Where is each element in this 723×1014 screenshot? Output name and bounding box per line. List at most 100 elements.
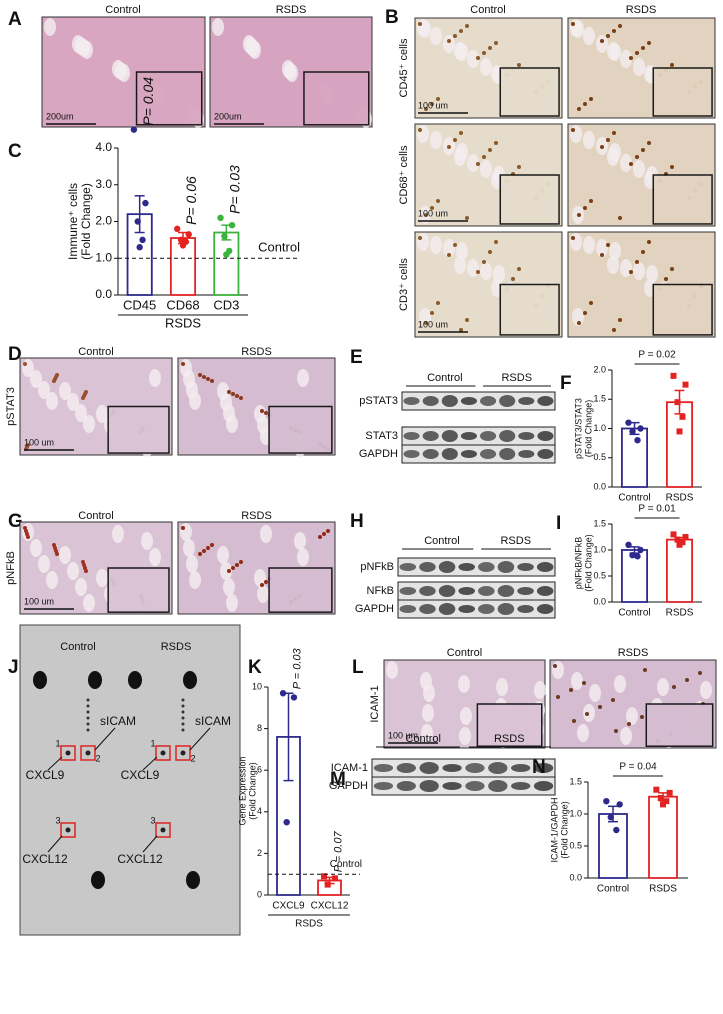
y-tick-label: 2.0 (95, 214, 112, 228)
stain-spot (571, 22, 575, 26)
crypt (496, 678, 508, 696)
blot-band (458, 563, 475, 571)
blot-band (373, 782, 394, 790)
crypt (456, 43, 468, 61)
blot-band (460, 397, 477, 405)
stain-spot (606, 34, 610, 38)
stain-spot (569, 688, 573, 692)
band-label: GAPDH (329, 780, 368, 792)
blot-band (419, 780, 439, 792)
p-value: P= 0.03 (227, 165, 243, 214)
data-point (179, 242, 187, 249)
blot-band (511, 764, 531, 772)
band-label: GAPDH (359, 448, 398, 460)
blot-band (399, 587, 417, 595)
blot-band (478, 562, 495, 572)
stain-spot (424, 107, 428, 111)
stain-spot (611, 698, 615, 702)
crypt (183, 539, 195, 557)
x-tick-label: RSDS (649, 884, 677, 895)
label: Control (78, 510, 113, 522)
stain-spot (698, 671, 702, 675)
stain-spot (465, 318, 469, 322)
crypt (38, 381, 50, 399)
y-axis-label: pSTAT3/STAT3 (573, 398, 583, 459)
crypt (421, 724, 433, 742)
data-point (629, 552, 636, 559)
blot-band (465, 781, 485, 791)
crypt (189, 571, 201, 589)
stain-spot (641, 46, 645, 50)
blot-band (419, 762, 439, 774)
crypt (571, 672, 583, 690)
reference-label: Control (330, 859, 362, 870)
blot-band (537, 431, 554, 441)
stain-spot (517, 267, 521, 271)
blot-band (465, 763, 485, 773)
stain-spot (618, 318, 622, 322)
blot-band (517, 587, 534, 595)
panel-letter: A (8, 9, 22, 30)
crypt (186, 555, 198, 573)
data-point (185, 231, 192, 238)
crypt (633, 58, 645, 76)
data-point (653, 786, 660, 793)
inset (499, 67, 560, 117)
crypt (419, 20, 431, 38)
data-point (221, 233, 228, 240)
stain-spot (235, 563, 239, 567)
panel-letter: M (330, 769, 346, 790)
stain-spot (582, 681, 586, 685)
stain-spot (430, 206, 434, 210)
crypt (467, 154, 479, 172)
data-point (666, 789, 673, 796)
stain-spot (614, 729, 618, 733)
stain-spot (641, 148, 645, 152)
crypt (459, 727, 471, 745)
panel-letter: D (8, 344, 22, 365)
blot-band (518, 432, 535, 440)
stain-spot (600, 39, 604, 43)
box-number: 3 (55, 815, 60, 825)
bar (598, 813, 628, 879)
data-point (290, 694, 298, 701)
p-value: P= 0.06 (183, 176, 199, 225)
crypt (552, 661, 564, 679)
label: RSDS (494, 733, 525, 745)
crypt (589, 684, 601, 702)
stain-spot (488, 148, 492, 152)
data-point (228, 221, 236, 229)
stain-spot (206, 377, 210, 381)
stain-spot (670, 267, 674, 271)
inset (652, 174, 713, 225)
blot-band (533, 781, 554, 791)
crypt (480, 58, 492, 76)
panel-letter: C (8, 141, 22, 162)
y-tick-label: 1.5 (593, 518, 606, 528)
crypt (570, 125, 582, 143)
crypt (226, 415, 238, 433)
inset (652, 67, 713, 117)
box-number: 2 (190, 753, 195, 763)
y-tick-label: 0.0 (593, 481, 606, 491)
inset (135, 71, 203, 126)
crypt (583, 131, 595, 149)
p-value: P = 0.04 (619, 762, 657, 773)
crypt (217, 546, 229, 564)
crypt (700, 681, 712, 699)
stain-spot (685, 678, 689, 682)
data-point (625, 419, 632, 426)
crypt (467, 50, 479, 68)
stain-spot (26, 443, 30, 447)
stain-spot (494, 141, 498, 145)
crypt (223, 578, 235, 596)
row-label: CD68⁺ cells (398, 145, 410, 204)
y-tick-label: 1.0 (593, 423, 606, 433)
stain-spot (627, 722, 631, 726)
array-spot (181, 728, 185, 732)
data-point (629, 428, 636, 435)
crypt (226, 594, 238, 612)
stain-spot (447, 253, 451, 257)
array-spot (181, 722, 185, 726)
stain-spot (418, 236, 422, 240)
